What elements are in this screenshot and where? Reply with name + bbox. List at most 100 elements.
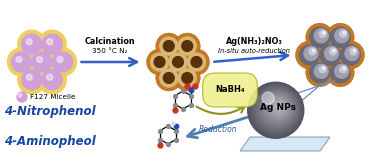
Text: Reduction: Reduction — [199, 125, 238, 134]
Text: NaBH₄: NaBH₄ — [215, 85, 245, 95]
Circle shape — [183, 49, 209, 75]
Circle shape — [182, 73, 193, 83]
Circle shape — [275, 102, 284, 111]
Circle shape — [165, 49, 191, 75]
Circle shape — [18, 30, 46, 58]
Circle shape — [22, 70, 42, 90]
Circle shape — [16, 56, 22, 63]
Circle shape — [310, 63, 330, 83]
Circle shape — [259, 91, 295, 127]
Circle shape — [47, 74, 53, 80]
Circle shape — [353, 49, 356, 52]
Circle shape — [22, 34, 42, 54]
Circle shape — [174, 33, 200, 59]
Circle shape — [38, 66, 66, 94]
Circle shape — [296, 41, 324, 69]
Circle shape — [262, 93, 293, 124]
Circle shape — [17, 92, 27, 102]
Circle shape — [37, 56, 42, 63]
Text: Calcination: Calcination — [85, 37, 135, 46]
Circle shape — [322, 67, 325, 69]
Circle shape — [268, 98, 288, 118]
Circle shape — [350, 48, 357, 55]
Circle shape — [312, 49, 315, 52]
Circle shape — [160, 69, 178, 87]
Polygon shape — [240, 137, 330, 151]
Text: Ag NPs: Ag NPs — [260, 103, 296, 112]
Circle shape — [258, 90, 296, 128]
Circle shape — [250, 84, 302, 136]
Circle shape — [341, 45, 361, 65]
Circle shape — [330, 27, 350, 47]
Circle shape — [42, 70, 62, 90]
Circle shape — [267, 97, 290, 119]
Circle shape — [178, 37, 196, 55]
Circle shape — [335, 64, 349, 78]
Circle shape — [310, 27, 330, 47]
Circle shape — [26, 39, 32, 45]
Circle shape — [279, 105, 281, 107]
Circle shape — [160, 37, 178, 55]
Circle shape — [263, 94, 292, 123]
Text: 350 °C N₂: 350 °C N₂ — [92, 48, 128, 54]
Circle shape — [274, 101, 285, 112]
Circle shape — [163, 73, 174, 83]
Circle shape — [187, 53, 206, 71]
Circle shape — [343, 32, 345, 34]
Circle shape — [174, 65, 200, 91]
Circle shape — [272, 100, 286, 114]
Text: 4-Nitrophenol: 4-Nitrophenol — [4, 105, 96, 119]
Circle shape — [256, 88, 298, 131]
Circle shape — [178, 69, 196, 87]
Circle shape — [343, 67, 345, 69]
Circle shape — [48, 48, 76, 76]
Circle shape — [182, 41, 193, 51]
Circle shape — [28, 48, 56, 76]
Circle shape — [150, 53, 169, 71]
Circle shape — [326, 59, 354, 87]
Circle shape — [330, 48, 336, 55]
Circle shape — [330, 63, 350, 83]
Circle shape — [299, 45, 319, 65]
Circle shape — [38, 30, 66, 58]
Circle shape — [173, 57, 183, 67]
Circle shape — [277, 104, 282, 109]
Circle shape — [276, 103, 283, 110]
Circle shape — [42, 34, 62, 54]
Circle shape — [314, 29, 328, 43]
Circle shape — [322, 32, 325, 34]
Circle shape — [335, 29, 349, 43]
Circle shape — [11, 52, 31, 72]
Circle shape — [252, 85, 301, 134]
Circle shape — [306, 59, 334, 87]
Circle shape — [266, 96, 290, 120]
Circle shape — [156, 33, 182, 59]
Circle shape — [154, 57, 165, 67]
Circle shape — [254, 87, 299, 132]
Circle shape — [326, 23, 354, 51]
Circle shape — [333, 49, 335, 52]
Circle shape — [345, 46, 359, 61]
Circle shape — [319, 66, 326, 73]
Circle shape — [306, 23, 334, 51]
Circle shape — [8, 48, 36, 76]
Circle shape — [53, 52, 73, 72]
Circle shape — [261, 92, 294, 125]
Circle shape — [191, 57, 202, 67]
Circle shape — [169, 53, 187, 71]
Text: Ag(NH₃)₂NO₃: Ag(NH₃)₂NO₃ — [226, 37, 282, 46]
Circle shape — [253, 86, 300, 133]
Text: In-situ auto-reduction: In-situ auto-reduction — [218, 48, 290, 54]
Text: 4-Aminopheol: 4-Aminopheol — [4, 134, 96, 148]
Circle shape — [147, 49, 172, 75]
Circle shape — [270, 98, 288, 116]
Circle shape — [257, 89, 297, 129]
Circle shape — [57, 56, 63, 63]
Circle shape — [32, 52, 52, 72]
Circle shape — [340, 66, 347, 73]
Circle shape — [249, 83, 303, 137]
Circle shape — [47, 39, 53, 45]
Circle shape — [26, 74, 32, 80]
Circle shape — [320, 45, 340, 65]
Circle shape — [262, 92, 274, 104]
